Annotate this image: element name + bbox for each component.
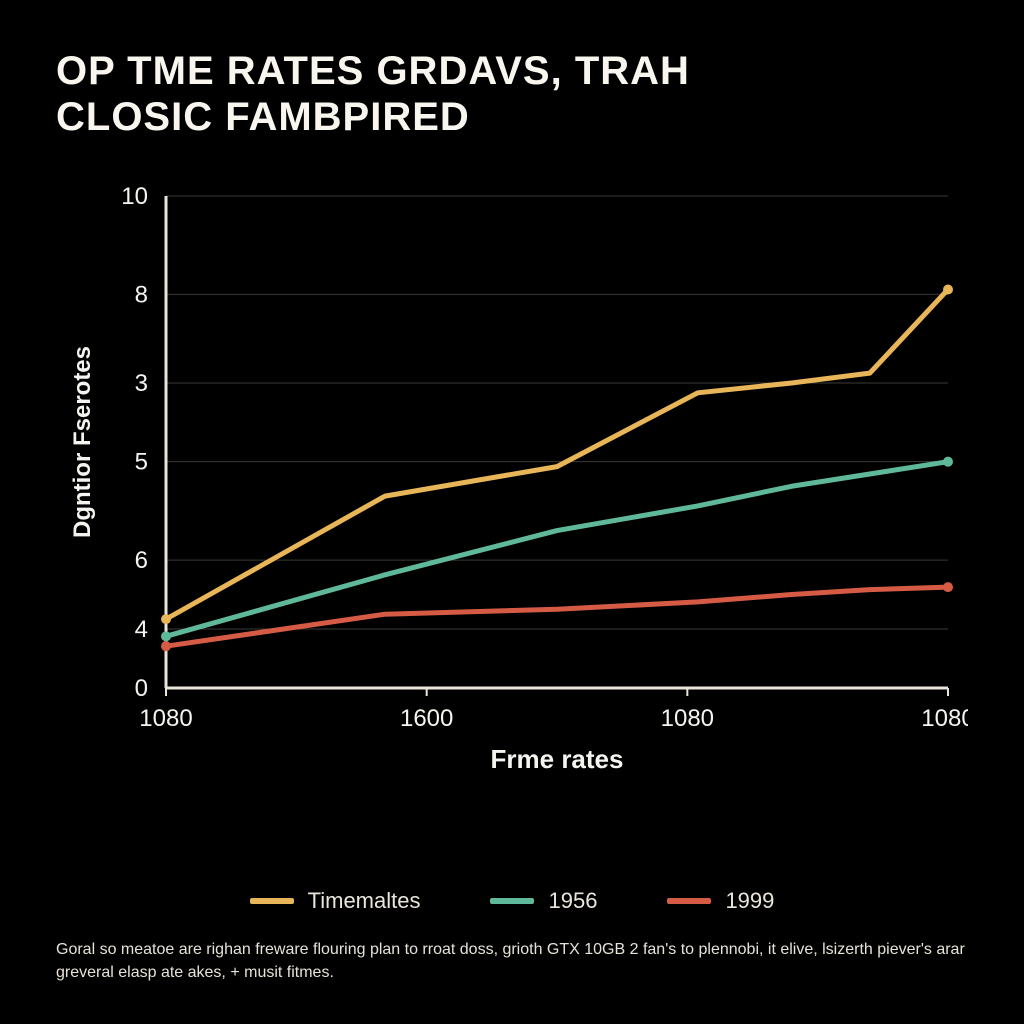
y-tick-label: 8 <box>135 281 148 308</box>
series-marker <box>943 284 953 294</box>
y-tick-label: 10 <box>121 183 148 210</box>
y-axis-label: Dgntior Fserotes <box>69 346 96 538</box>
y-tick-label: 3 <box>135 370 148 397</box>
legend: Timemaltes 1956 1999 <box>56 888 968 914</box>
title-line-1: OP TME RATES GRDAVS, TRAH <box>56 49 690 93</box>
title-line-2: CLOSIC FAMBPIRED <box>56 95 470 139</box>
series-marker <box>161 631 171 641</box>
chart-area: 0 4 6 5 3 8 10 1080 1600 1080 1080 Frme rates Dgntio… <box>56 178 968 870</box>
series-line <box>166 587 948 646</box>
series-marker <box>161 614 171 624</box>
series-marker <box>161 641 171 651</box>
y-tick-label: 6 <box>135 547 148 574</box>
x-tick-label: 1600 <box>400 705 453 732</box>
x-tick-label: 1080 <box>661 705 714 732</box>
y-tick-label: 5 <box>135 449 148 476</box>
legend-item: 1999 <box>667 888 774 914</box>
series-marker <box>943 457 953 467</box>
page: OP TME RATES GRDAVS, TRAH CLOSIC FAMBPIR… <box>0 0 1024 1024</box>
legend-item: 1956 <box>490 888 597 914</box>
series-marker <box>943 582 953 592</box>
legend-swatch <box>490 898 534 904</box>
footnote: Goral so meatoe are righan freware flour… <box>56 938 968 984</box>
legend-swatch <box>250 898 294 904</box>
y-tick-label: 0 <box>135 675 148 702</box>
series-line <box>166 289 948 619</box>
legend-swatch <box>667 898 711 904</box>
legend-label: 1956 <box>548 888 597 914</box>
x-tick-label: 1080 <box>139 705 192 732</box>
legend-label: 1999 <box>725 888 774 914</box>
legend-label: Timemaltes <box>308 888 421 914</box>
x-axis-label: Frme rates <box>491 744 624 774</box>
page-title: OP TME RATES GRDAVS, TRAH CLOSIC FAMBPIR… <box>56 48 968 140</box>
legend-item: Timemaltes <box>250 888 421 914</box>
y-tick-label: 4 <box>135 616 148 643</box>
x-tick-label: 1080 <box>921 705 968 732</box>
line-chart: 0 4 6 5 3 8 10 1080 1600 1080 1080 Frme rates Dgntio… <box>56 178 968 798</box>
